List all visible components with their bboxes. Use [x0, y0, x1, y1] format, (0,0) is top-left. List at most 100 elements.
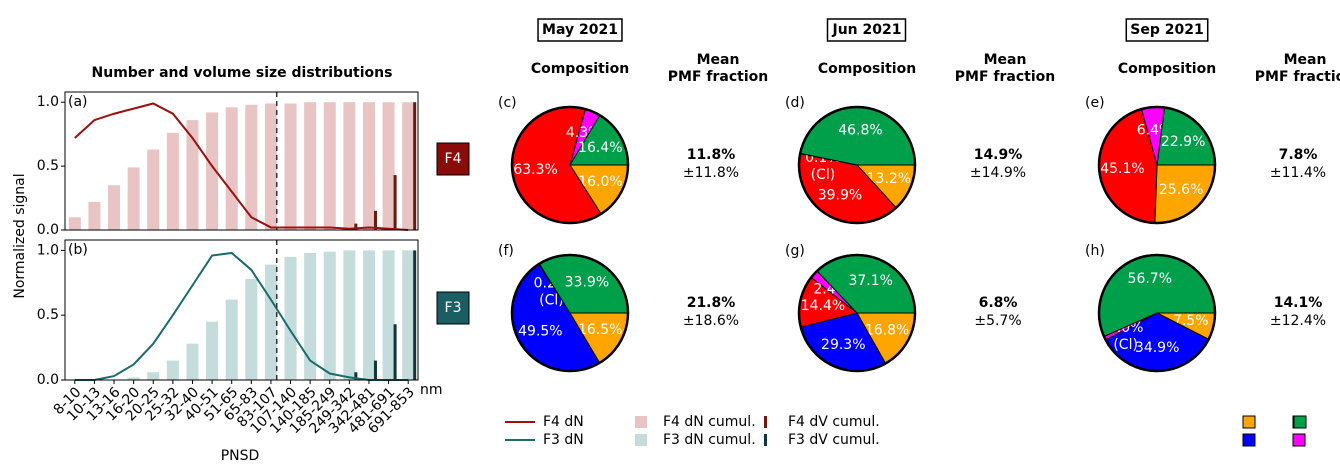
bar	[284, 256, 297, 380]
y-tick-label: 0.5	[37, 307, 59, 323]
pie-outline	[1097, 105, 1217, 225]
y-tick-label: 1.0	[37, 242, 59, 258]
thin-bar	[393, 324, 397, 380]
mean-fraction: 11.8%	[687, 147, 736, 163]
bar	[304, 102, 317, 230]
legend-label: F3 dN	[543, 432, 584, 448]
thin-bar	[413, 250, 417, 380]
legend-swatch	[1292, 433, 1306, 447]
pie-outline	[510, 253, 630, 373]
panel-label: (b)	[68, 242, 88, 258]
bar	[382, 102, 395, 230]
y-tick-label: 0.0	[37, 222, 59, 238]
panel-label: (d)	[785, 95, 805, 111]
bar	[225, 107, 238, 230]
slice-label: 14.4%	[801, 298, 845, 314]
tag-label: F4	[445, 151, 462, 167]
bar	[284, 103, 297, 230]
legend-label: F4 dV cumul.	[788, 414, 880, 430]
composition-header: Composition	[818, 61, 916, 77]
legend-swatch	[1242, 415, 1256, 429]
slice-label: 29.3%	[821, 337, 865, 353]
slice-annotation: (Cl)	[539, 293, 564, 309]
column-title: May 2021	[542, 22, 618, 38]
bar	[304, 252, 317, 380]
thin-bar	[413, 102, 417, 230]
slice-annotation: (Cl)	[811, 167, 836, 183]
legend-label: F3 dN cumul.	[663, 432, 756, 448]
slice-label: 16.4%	[578, 140, 622, 156]
tag-box	[436, 291, 470, 325]
bar	[245, 278, 258, 380]
pie-outline	[797, 253, 917, 373]
bar	[362, 250, 375, 380]
bar	[108, 185, 121, 230]
mean-fraction: 21.8%	[687, 295, 736, 311]
pie-outline	[1097, 253, 1217, 373]
fraction-sd: ±5.7%	[974, 313, 1021, 329]
title-box	[1125, 18, 1209, 42]
slice-label: 49.5%	[518, 323, 562, 339]
bar	[127, 167, 140, 230]
tag-box	[436, 142, 470, 176]
fraction-sd: ±11.4%	[1270, 165, 1326, 181]
slice-label: 63.3%	[513, 162, 557, 178]
bar	[206, 321, 219, 380]
bar	[264, 103, 277, 230]
thin-bar	[373, 210, 377, 230]
tag-label: F3	[445, 300, 462, 316]
bar	[343, 102, 356, 230]
bar	[206, 112, 219, 230]
thin-bar	[393, 175, 397, 230]
column-title: Jun 2021	[832, 22, 902, 38]
mean-fraction: 14.1%	[1274, 295, 1323, 311]
plot-frame	[64, 239, 419, 381]
fraction-header: Mean	[984, 52, 1027, 68]
fraction-header: Mean	[697, 52, 740, 68]
legend-swatch	[1293, 415, 1307, 429]
composition-header: Composition	[531, 61, 629, 77]
bar	[264, 264, 277, 380]
legend-swatch	[1242, 433, 1256, 447]
panel-label: (h)	[1085, 243, 1105, 259]
legend-swatch	[635, 416, 647, 428]
slice-label: 22.9%	[1161, 134, 1205, 150]
bar	[186, 120, 199, 230]
legend-swatch	[764, 416, 767, 428]
slice-label: 46.8%	[838, 122, 882, 138]
slice-label: 25.6%	[1159, 182, 1203, 198]
fraction-header: Mean	[1284, 52, 1327, 68]
fraction-header: PMF fraction	[955, 69, 1055, 85]
fraction-header: PMF fraction	[668, 69, 768, 85]
slice-label: 16.0%	[578, 174, 622, 190]
slice-label: 56.7%	[1128, 271, 1172, 287]
slice-label: 16.8%	[865, 323, 909, 339]
column-title: Sep 2021	[1130, 22, 1203, 38]
bar	[323, 102, 336, 230]
slice-annotation: (Cl)	[1113, 337, 1138, 353]
bar	[245, 104, 258, 230]
thin-bar	[354, 223, 358, 230]
bar	[166, 360, 179, 380]
chart-title: Number and volume size distributions	[92, 65, 393, 81]
mean-fraction: 14.9%	[974, 147, 1023, 163]
thin-bar	[373, 360, 377, 380]
panel-label: (e)	[1085, 95, 1105, 111]
slice-label: 39.9%	[818, 187, 862, 203]
y-tick-label: 0.5	[37, 158, 59, 174]
pie-outline	[797, 105, 917, 225]
legend-label: F4 dN	[543, 414, 584, 430]
bar	[147, 372, 160, 380]
bar	[225, 299, 238, 380]
bar	[88, 201, 101, 230]
composition-header: Composition	[1118, 61, 1216, 77]
line	[74, 102, 409, 231]
fraction-sd: ±18.6%	[683, 313, 739, 329]
mean-fraction: 6.8%	[979, 295, 1018, 311]
panel-label: (g)	[785, 243, 805, 259]
y-axis-label: Normalized signal	[12, 173, 28, 298]
slice-label: 45.1%	[1100, 161, 1144, 177]
title-box	[537, 18, 623, 42]
line	[74, 251, 409, 381]
